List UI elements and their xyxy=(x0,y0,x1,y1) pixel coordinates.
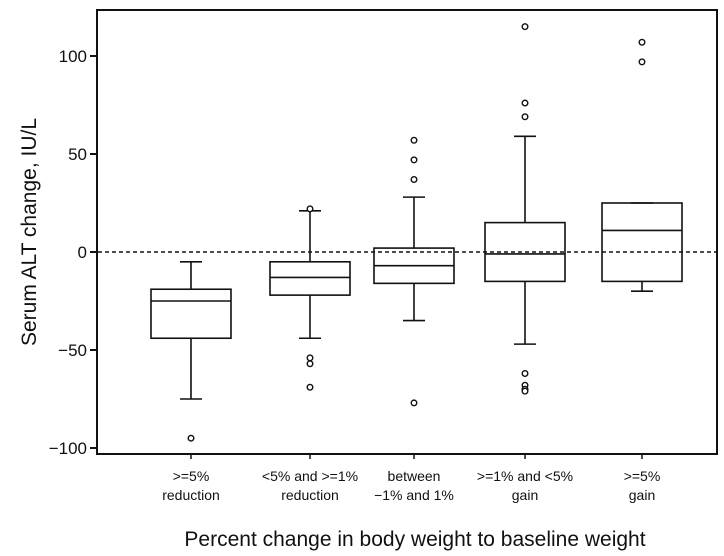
outlier-point xyxy=(638,58,646,66)
box-group xyxy=(601,38,683,293)
x-category-label-line2: reduction xyxy=(162,487,220,503)
y-tick-label: −100 xyxy=(49,439,87,458)
box-group xyxy=(484,23,566,395)
x-axis-categories: >=5% reduction <5% and >=1% reduction betwee… xyxy=(162,454,660,503)
y-tick-label: 100 xyxy=(59,47,87,66)
x-category-label-line1: <5% and >=1% xyxy=(262,468,358,484)
outlier-point xyxy=(410,136,418,144)
x-category-label-line1: >=1% and <5% xyxy=(477,468,573,484)
plot-frame xyxy=(96,9,718,455)
x-category-label-line2: gain xyxy=(629,487,655,503)
outlier-point xyxy=(638,38,646,46)
x-axis-title: Percent change in body weight to baselin… xyxy=(184,528,645,551)
y-axis: −100 −50 0 50 100 xyxy=(49,47,97,458)
box-group xyxy=(150,260,232,442)
box-series xyxy=(150,23,683,442)
x-category-label-line1: between xyxy=(388,468,441,484)
outlier-point xyxy=(306,354,314,362)
box-group xyxy=(269,205,351,391)
outlier-point xyxy=(521,113,529,121)
box-iqr xyxy=(484,221,566,283)
y-axis-title: Serum ALT change, IU/L xyxy=(18,118,41,346)
x-category-label-line2: −1% and 1% xyxy=(374,487,454,503)
x-category-label-line2: reduction xyxy=(281,487,339,503)
outlier-point xyxy=(410,156,418,164)
y-tick-label: −50 xyxy=(58,341,87,360)
outlier-point xyxy=(306,360,314,368)
box-group xyxy=(373,136,455,407)
outlier-point xyxy=(410,175,418,183)
y-tick-label: 0 xyxy=(78,243,87,262)
outlier-point xyxy=(521,370,529,378)
box-iqr xyxy=(601,202,683,283)
outlier-point xyxy=(306,205,314,213)
x-category-label-line1: >=5% xyxy=(624,468,661,484)
x-category-label-line1: >=5% xyxy=(173,468,210,484)
x-category-label-line2: gain xyxy=(512,487,538,503)
y-tick-label: 50 xyxy=(68,145,87,164)
outlier-point xyxy=(521,23,529,31)
outlier-point xyxy=(410,399,418,407)
box-iqr xyxy=(269,260,351,296)
box-iqr xyxy=(150,288,232,340)
outlier-point xyxy=(521,387,529,395)
outlier-point xyxy=(306,383,314,391)
outlier-point xyxy=(187,434,195,442)
outlier-point xyxy=(521,99,529,107)
